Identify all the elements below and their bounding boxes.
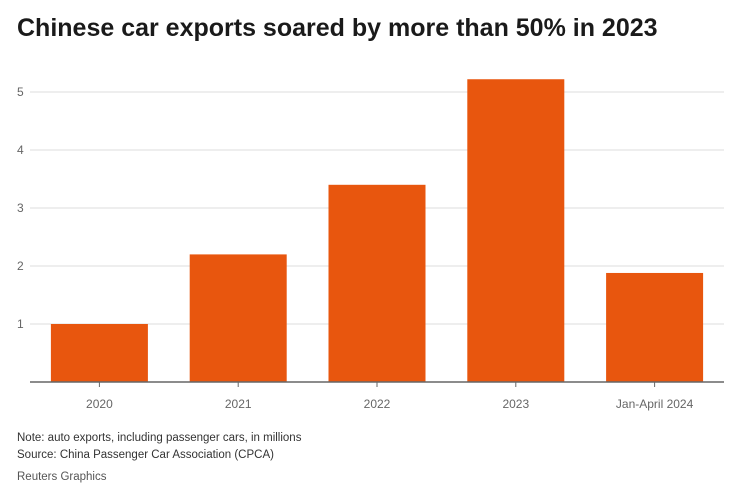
y-tick-labels: 1 2 3 4 5 — [17, 85, 24, 331]
chart-credit: Reuters Graphics — [17, 471, 107, 483]
chart-title: Chinese car exports soared by more than … — [17, 14, 658, 42]
y-tick-label: 5 — [17, 85, 24, 99]
bar-jan-april-2024 — [606, 272, 704, 382]
x-tick-label: 2020 — [86, 397, 113, 411]
bar-chart: 1 2 3 4 5 2020 2021 2022 2023 Jan-April 2024 — [17, 79, 724, 411]
bar-2020 — [50, 324, 148, 382]
x-tick-label: 2022 — [364, 397, 391, 411]
y-tick-label: 4 — [17, 143, 24, 157]
x-axis — [30, 381, 724, 387]
bar-2022 — [328, 184, 426, 382]
chart-source: Source: China Passenger Car Association … — [17, 449, 274, 461]
x-tick-labels: 2020 2021 2022 2023 Jan-April 2024 — [86, 397, 694, 411]
y-tick-label: 2 — [17, 259, 24, 273]
bars — [50, 79, 704, 383]
y-tick-label: 1 — [17, 317, 24, 331]
bar-2023 — [467, 79, 565, 383]
x-tick-label: Jan-April 2024 — [616, 397, 694, 411]
x-tick-label: 2023 — [502, 397, 529, 411]
x-tick-label: 2021 — [225, 397, 252, 411]
chart-note: Note: auto exports, including passenger … — [17, 432, 302, 444]
bar-2021 — [189, 254, 287, 382]
y-tick-label: 3 — [17, 201, 24, 215]
